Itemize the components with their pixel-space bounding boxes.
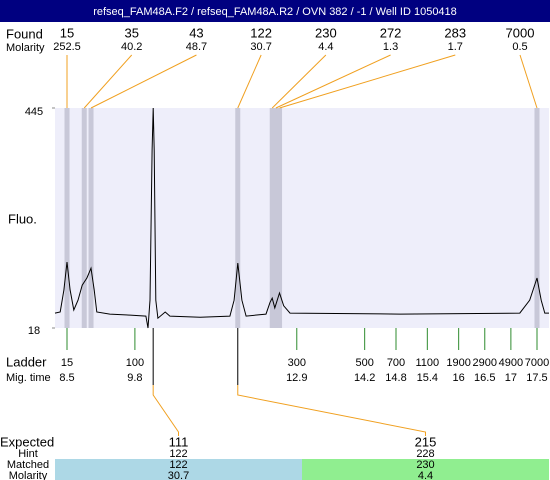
- found-connector: [279, 54, 456, 109]
- ladder-size: 1100: [415, 357, 439, 369]
- hint: 228: [416, 448, 434, 460]
- ladder-size: 300: [288, 357, 306, 369]
- found-size: 283: [444, 25, 466, 40]
- found-molarity: 4.4: [318, 41, 333, 53]
- expected-molarity: 4.4: [418, 470, 433, 480]
- y-axis-label: Fluo.: [8, 211, 37, 226]
- found-label: Found: [6, 26, 43, 41]
- found-connector: [519, 54, 538, 109]
- ladder-size: 500: [355, 357, 373, 369]
- ladder-size: 7000: [525, 357, 549, 369]
- found-connector: [237, 54, 262, 109]
- found-size: 7000: [506, 25, 535, 40]
- peak-band: [277, 108, 283, 328]
- y-tick-label: 445: [25, 106, 43, 118]
- ladder-time: 17.5: [526, 372, 547, 384]
- chart-title: refseq_FAM48A.F2 / refseq_FAM48A.R2 / OV…: [93, 6, 457, 18]
- peak-band: [269, 108, 275, 328]
- found-size: 272: [380, 25, 402, 40]
- found-connector: [90, 54, 197, 109]
- mig-time-label: Mig. time: [6, 372, 51, 384]
- ladder-time: 16.5: [474, 372, 495, 384]
- ladder-time: 9.8: [127, 372, 142, 384]
- found-molarity: 40.2: [121, 41, 142, 53]
- found-connector: [83, 54, 133, 109]
- peak-band: [81, 108, 87, 328]
- expected-molarity: 30.7: [168, 470, 189, 480]
- y-tick-label: 18: [28, 325, 40, 337]
- ladder-label: Ladder: [6, 354, 47, 369]
- hint-label: Hint: [18, 448, 38, 460]
- ladder-size: 100: [126, 357, 144, 369]
- found-size: 122: [250, 25, 272, 40]
- matched: 230: [416, 459, 434, 471]
- expected-connector: [152, 385, 179, 436]
- match-band: [302, 459, 549, 480]
- plot-area: [55, 108, 549, 328]
- found-molarity-label: Molarity: [6, 42, 45, 54]
- ladder-size: 15: [61, 357, 73, 369]
- found-molarity: 252.5: [53, 41, 81, 53]
- found-molarity: 1.3: [383, 41, 398, 53]
- ladder-time: 15.4: [417, 372, 438, 384]
- ladder-size: 2900: [473, 357, 497, 369]
- found-connector: [271, 54, 327, 109]
- expected-molarity-label: Molarity: [9, 470, 48, 480]
- found-molarity: 1.7: [448, 41, 463, 53]
- hint: 122: [169, 448, 187, 460]
- found-size: 15: [60, 25, 74, 40]
- found-size: 230: [315, 25, 337, 40]
- matched-label: Matched: [7, 459, 49, 471]
- matched: 122: [169, 459, 187, 471]
- found-molarity: 30.7: [250, 41, 271, 53]
- ladder-time: 8.5: [59, 372, 74, 384]
- peak-band: [88, 108, 94, 328]
- title-bar: [0, 0, 550, 22]
- peak-band: [534, 108, 540, 328]
- ladder-size: 1900: [446, 357, 470, 369]
- expected-size: 111: [169, 434, 189, 449]
- ladder-time: 17: [505, 372, 517, 384]
- trace: [54, 107, 549, 329]
- found-connector: [275, 54, 391, 109]
- expected-label: Expected: [0, 434, 54, 449]
- peak-band: [64, 108, 70, 328]
- found-size: 35: [124, 25, 138, 40]
- peak-band: [273, 108, 279, 328]
- ladder-time: 14.2: [354, 372, 375, 384]
- ladder-size: 4900: [499, 357, 523, 369]
- found-size: 43: [189, 25, 203, 40]
- found-molarity: 48.7: [186, 41, 207, 53]
- ladder-size: 700: [387, 357, 405, 369]
- ladder-time: 12.9: [286, 372, 307, 384]
- match-band: [55, 459, 302, 480]
- expected-connector: [237, 385, 426, 436]
- peak-band: [235, 108, 241, 328]
- expected-size: 215: [415, 434, 437, 449]
- ladder-time: 16: [453, 372, 465, 384]
- ladder-time: 14.8: [385, 372, 406, 384]
- found-molarity: 0.5: [512, 41, 527, 53]
